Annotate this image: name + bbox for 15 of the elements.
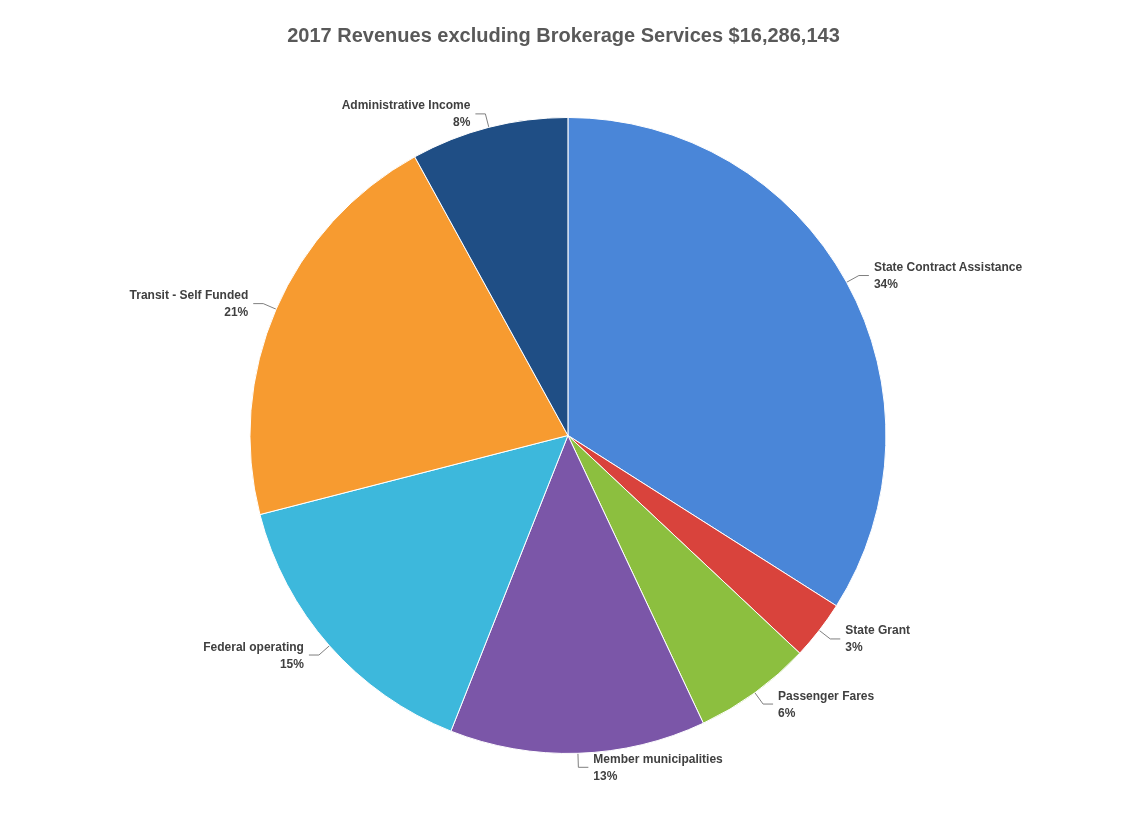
slice-label: State Contract Assistance [873,260,1023,275]
data-label: 13% [593,768,618,783]
slice-label: Member municipalities [593,751,724,766]
slice-label: Federal operating [203,639,304,654]
data-label: 21% [224,305,249,320]
data-label: 6% [778,705,796,720]
data-label: 3% [845,640,863,655]
slice-label: Administrative Income [341,98,471,113]
data-label: 15% [279,656,305,671]
chart-title: 2017 Revenues excluding Brokerage Services $16,286,143 [287,24,840,46]
data-label: 8% [453,115,471,130]
data-label: 34% [873,277,899,292]
slice-label: State Grant [845,623,910,638]
slice-label: Transit - Self Funded [129,288,249,303]
slice-label: Passenger Fares [778,688,875,703]
